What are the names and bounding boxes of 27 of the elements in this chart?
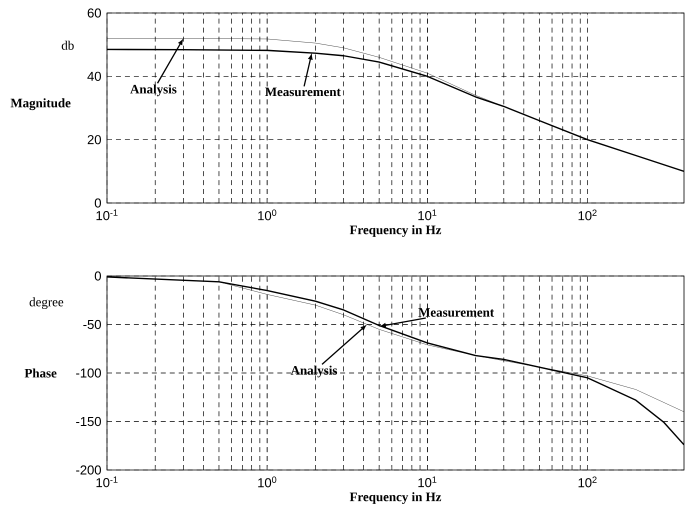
x-axis-title: Frequency in Hz: [350, 225, 442, 237]
y-tick-label: -150: [76, 416, 101, 426]
x-tick-label: 10$^{2}$: [578, 210, 597, 220]
x-tick-label: 10$^{0}$: [258, 476, 276, 488]
y-tick-label: 60: [88, 8, 101, 18]
x-tick-label: 10$^{1}$: [418, 476, 436, 488]
x-tick-label: 10$^{-1}$: [96, 210, 118, 220]
x-tick-label: 10$^{2}$: [578, 476, 597, 488]
annotation: Analysis: [290, 366, 338, 378]
y-tick-label: -50: [83, 320, 101, 330]
x-tick-label: 10$^{-1}$: [96, 476, 118, 488]
y-axis-title: Phase: [24, 368, 56, 378]
annotation: Measurement: [265, 88, 341, 96]
x-tick-label: 10$^{1}$: [418, 210, 436, 220]
annotation: Measurement: [418, 308, 494, 317]
y-tick-label: 0: [94, 271, 101, 281]
text: degree: [30, 297, 64, 310]
text: db: [62, 40, 74, 50]
y-tick-label: 20: [88, 135, 101, 144]
y-tick-label: 0: [94, 198, 101, 208]
annotation: Analysis: [130, 84, 176, 96]
x-axis-title: Frequency in Hz: [350, 492, 442, 504]
y-tick-label: 40: [87, 72, 101, 81]
x-tick-label: 10$^{0}$: [258, 210, 276, 220]
y-axis-title: Magnitude: [10, 98, 71, 110]
y-tick-label: -100: [76, 368, 101, 378]
y-tick-label: -200: [76, 465, 101, 475]
